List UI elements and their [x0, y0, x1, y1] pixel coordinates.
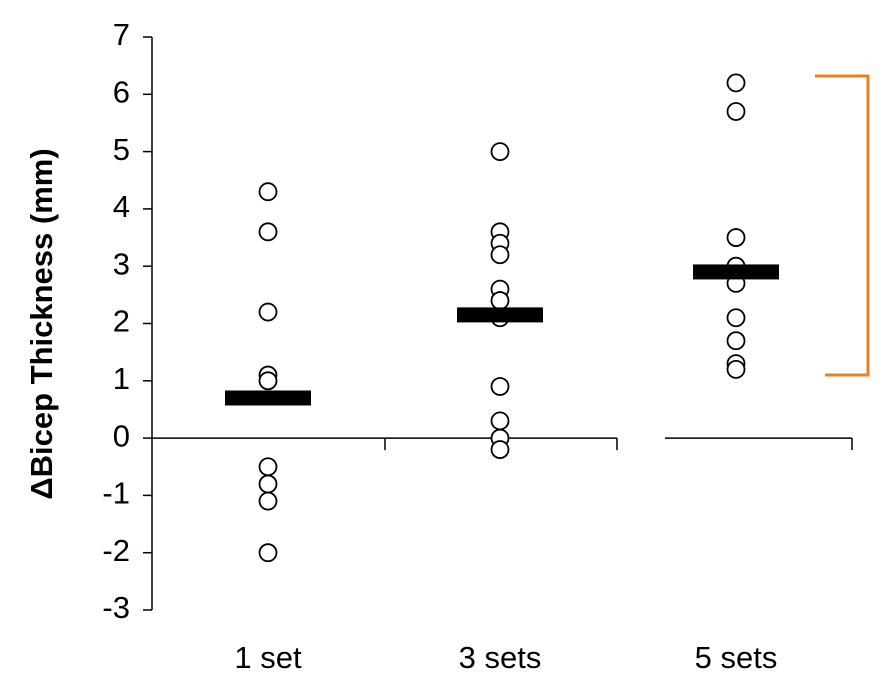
- y-tick-label: -3: [102, 590, 130, 625]
- y-tick-label: -2: [102, 533, 130, 568]
- data-point: [490, 245, 510, 265]
- data-point: [726, 331, 746, 351]
- x-tick-label: 3 sets: [459, 640, 542, 675]
- mean-bar: [457, 307, 543, 323]
- data-point: [726, 102, 746, 121]
- y-tick-label: 5: [113, 132, 130, 167]
- data-point: [490, 411, 510, 431]
- y-tick-label: 3: [113, 246, 130, 281]
- significance-bracket: [815, 74, 870, 377]
- y-tick-label: -1: [102, 476, 130, 511]
- y-tick-label: 1: [113, 361, 130, 396]
- data-point: [258, 222, 278, 242]
- y-tick-label: 0: [113, 418, 130, 453]
- data-point: [490, 142, 510, 162]
- data-point: [258, 474, 278, 494]
- data-point: [490, 377, 510, 396]
- y-tick-label: 7: [113, 17, 130, 52]
- y-axis-title: ΔBicep Thickness (mm): [24, 148, 59, 499]
- data-point: [726, 359, 746, 379]
- data-point: [258, 457, 278, 477]
- x-tick-label: 5 sets: [695, 640, 778, 675]
- data-point: [258, 371, 278, 391]
- data-point: [726, 228, 746, 247]
- x-tick-label: 1 set: [234, 640, 302, 675]
- y-tick-label: 2: [113, 304, 130, 339]
- data-point: [258, 543, 278, 563]
- mean-bar: [693, 264, 779, 280]
- data-point: [490, 440, 510, 459]
- y-tick-label: 6: [113, 74, 130, 109]
- data-point: [258, 302, 278, 322]
- mean-bar: [225, 390, 311, 406]
- y-tick-label: 4: [113, 189, 130, 224]
- data-point: [490, 291, 510, 310]
- data-point: [726, 73, 746, 93]
- data-point: [258, 182, 278, 202]
- data-point: [726, 308, 746, 328]
- data-point: [258, 491, 278, 511]
